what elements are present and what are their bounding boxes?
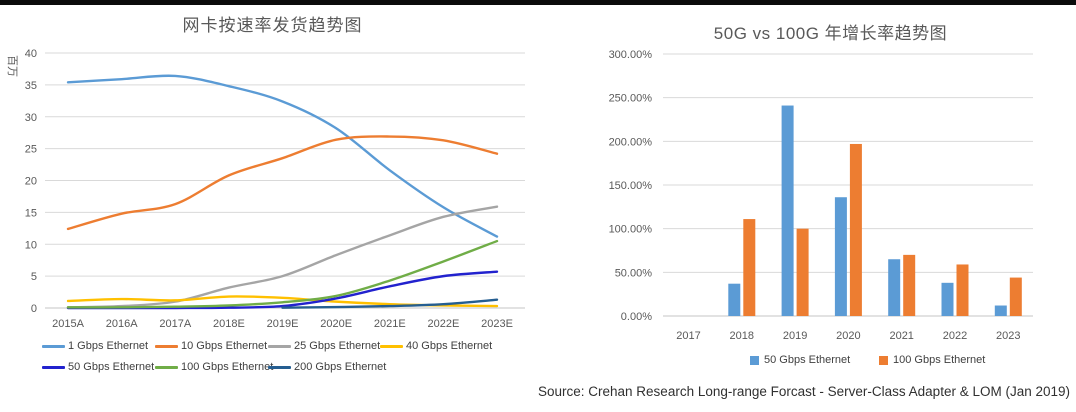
legend-item-25-gbps-ethernet: 25 Gbps Ethernet [268, 340, 380, 353]
bar-50-gbps-ethernet-2019 [781, 105, 794, 316]
y-tick-label: 150.00% [609, 180, 653, 192]
series-line-100-gbps-ethernet [66, 239, 499, 309]
bar-chart-title: 50G vs 100G 年增长率趋势图 [713, 24, 948, 43]
y-tick-label: 30 [25, 112, 37, 124]
nic-shipments-line-chart: 网卡按速率发货趋势图 百万 0 5 10 15 20 25 30 35 40 2015A 2016A… [0, 5, 545, 380]
legend-label: 100 Gbps Ethernet [181, 361, 274, 373]
x-tick-label: 2021 [889, 330, 913, 342]
legend-swatch-icon [268, 366, 291, 369]
series-line-25-gbps-ethernet [66, 205, 499, 309]
x-tick-label: 2019E [267, 318, 299, 330]
x-tick-label: 2015A [52, 318, 84, 330]
bar-100-gbps-ethernet-2021 [903, 254, 916, 316]
line-chart-plot-area: 0 5 10 15 20 25 30 35 40 2015A 2016A 2017A 2018E 2019… [25, 48, 525, 330]
legend-swatch-icon [42, 345, 65, 348]
bar-100-gbps-ethernet-2023 [1009, 277, 1022, 316]
legend-swatch-icon [380, 345, 403, 348]
series-line-1-gbps-ethernet [66, 74, 499, 238]
y-tick-label: 20 [25, 176, 37, 188]
x-tick-label: 2020E [320, 318, 352, 330]
legend-label: 10 Gbps Ethernet [181, 340, 268, 352]
bar-50-gbps-ethernet-2020 [834, 197, 847, 316]
y-tick-label: 10 [25, 239, 37, 251]
x-tick-label: 2019 [783, 330, 807, 342]
y-tick-label: 40 [25, 48, 37, 60]
legend-swatch-icon [155, 345, 178, 348]
legend-swatch-icon [268, 345, 291, 348]
growth-rate-bar-chart: 50G vs 100G 年增长率趋势图 0.00% 50.00% 100.00% 15… [545, 5, 1076, 380]
y-tick-label: 250.00% [609, 93, 653, 105]
x-tick-label: 2022E [427, 318, 459, 330]
legend-item-100-gbps-ethernet: 100 Gbps Ethernet [879, 354, 985, 367]
y-tick-label: 25 [25, 144, 37, 156]
bar-100-gbps-ethernet-2018 [743, 219, 756, 316]
legend-label: 50 Gbps Ethernet [68, 361, 155, 373]
legend-swatch-icon [750, 356, 759, 365]
source-caption: Source: Crehan Research Long-range Forca… [538, 384, 1070, 399]
bar-50-gbps-ethernet-2018 [728, 283, 741, 316]
line-chart-title: 网卡按速率发货趋势图 [182, 16, 363, 35]
legend-label: 40 Gbps Ethernet [406, 340, 493, 352]
x-tick-label: 2020 [836, 330, 860, 342]
y-tick-label: 0 [31, 303, 37, 315]
y-tick-label: 200.00% [609, 136, 653, 148]
y-tick-label: 0.00% [621, 311, 652, 323]
series-line-10-gbps-ethernet [66, 135, 499, 231]
bar-100-gbps-ethernet-2022 [956, 264, 969, 316]
bar-100-gbps-ethernet-2019 [796, 228, 809, 316]
x-tick-label: 2017 [676, 330, 700, 342]
x-tick-label: 2021E [374, 318, 406, 330]
x-tick-label: 2018 [730, 330, 754, 342]
x-tick-label: 2023 [996, 330, 1020, 342]
legend-label: 100 Gbps Ethernet [893, 354, 986, 366]
series-line-200-gbps-ethernet [281, 298, 499, 309]
bar-100-gbps-ethernet-2020 [849, 143, 862, 316]
x-tick-label: 2017A [159, 318, 191, 330]
legend-item-200-gbps-ethernet: 200 Gbps Ethernet [268, 361, 386, 374]
legend-item-10-gbps-ethernet: 10 Gbps Ethernet [155, 340, 267, 353]
x-tick-label: 2018E [213, 318, 245, 330]
legend-label: 25 Gbps Ethernet [294, 340, 381, 352]
legend-swatch-icon [42, 366, 65, 369]
top-border-strip [0, 0, 1076, 5]
legend-label: 1 Gbps Ethernet [68, 340, 149, 352]
y-tick-label: 50.00% [615, 267, 653, 279]
legend-item-100-gbps-ethernet: 100 Gbps Ethernet [155, 361, 273, 374]
y-tick-label: 100.00% [609, 224, 653, 236]
bar-50-gbps-ethernet-2023 [994, 305, 1007, 316]
y-tick-label: 15 [25, 207, 37, 219]
bar-50-gbps-ethernet-2022 [941, 282, 954, 316]
bar-chart-plot-area: 0.00% 50.00% 100.00% 150.00% 200.00% 250.00% 3… [609, 49, 1033, 342]
y-tick-label: 5 [31, 271, 37, 283]
legend-label: 200 Gbps Ethernet [294, 361, 387, 373]
legend-swatch-icon [879, 356, 888, 365]
bar-50-gbps-ethernet-2021 [888, 259, 901, 316]
y-tick-label: 35 [25, 80, 37, 92]
legend-swatch-icon [155, 366, 178, 369]
legend-item-40-gbps-ethernet: 40 Gbps Ethernet [380, 340, 492, 353]
legend-item-1-gbps-ethernet: 1 Gbps Ethernet [42, 340, 148, 353]
legend-item-50-gbps-ethernet: 50 Gbps Ethernet [750, 354, 850, 367]
legend-item-50-gbps-ethernet: 50 Gbps Ethernet [42, 361, 154, 374]
x-tick-label: 2022 [943, 330, 967, 342]
x-tick-label: 2016A [106, 318, 138, 330]
y-tick-label: 300.00% [609, 49, 653, 61]
legend-label: 50 Gbps Ethernet [764, 354, 851, 366]
x-tick-label: 2023E [481, 318, 513, 330]
